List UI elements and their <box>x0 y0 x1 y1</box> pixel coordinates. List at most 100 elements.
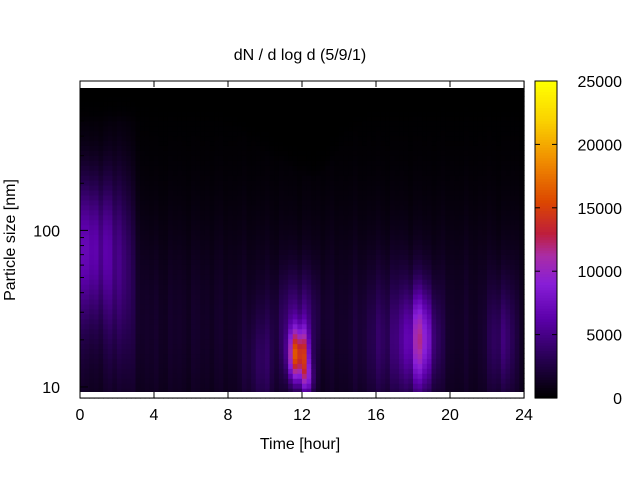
heatmap-cell <box>343 328 349 335</box>
heatmap-cell <box>251 204 257 211</box>
heatmap-cell <box>297 120 303 127</box>
heatmap-cell <box>93 353 100 359</box>
heatmap-cell <box>218 249 224 255</box>
heatmap-cell <box>348 160 354 166</box>
heatmap-cell <box>306 209 312 216</box>
heatmap-cell <box>103 274 109 280</box>
heatmap-cell <box>200 303 206 310</box>
heatmap-cell <box>163 303 169 310</box>
heatmap-cell <box>209 130 215 137</box>
heatmap-cell <box>334 293 340 300</box>
heatmap-cell <box>89 308 95 315</box>
heatmap-cell <box>302 234 308 241</box>
heatmap-cell <box>107 279 113 285</box>
heatmap-cell <box>357 274 363 280</box>
heatmap-cell <box>158 175 164 181</box>
heatmap-cell <box>103 338 109 345</box>
heatmap-cell <box>422 209 428 216</box>
heatmap-cell <box>200 170 206 176</box>
heatmap-cell <box>232 274 238 280</box>
heatmap-cell <box>339 219 345 226</box>
heatmap-cell <box>320 110 326 117</box>
heatmap-cell <box>371 244 377 250</box>
heatmap-cell <box>186 95 192 102</box>
heatmap-cell <box>371 140 377 146</box>
heatmap-cell <box>223 175 229 181</box>
heatmap-cell <box>297 150 303 156</box>
heatmap-cell <box>366 209 372 216</box>
heatmap-cell <box>126 130 132 137</box>
heatmap-cell <box>204 368 211 374</box>
heatmap-cell <box>167 140 174 146</box>
heatmap-cell <box>325 383 331 389</box>
heatmap-cell <box>399 259 405 265</box>
heatmap-cell <box>241 90 248 97</box>
heatmap-cell <box>431 303 437 310</box>
heatmap-cell <box>352 140 359 146</box>
heatmap-cell <box>251 95 257 102</box>
heatmap-cell <box>237 224 243 231</box>
heatmap-cell <box>255 155 261 161</box>
heatmap-cell <box>278 378 285 384</box>
heatmap-cell <box>237 204 243 211</box>
heatmap-cell <box>181 175 187 181</box>
heatmap-cell <box>204 229 211 236</box>
heatmap-cell <box>107 313 113 320</box>
heatmap-cell <box>297 165 303 171</box>
heatmap-cell <box>84 115 90 122</box>
heatmap-cell <box>117 348 123 355</box>
heatmap-cell <box>362 254 368 260</box>
heatmap-cell <box>380 224 386 231</box>
heatmap-cell <box>334 209 340 216</box>
heatmap-cell <box>352 368 359 374</box>
heatmap-cell <box>426 313 433 320</box>
heatmap-cell <box>255 130 261 137</box>
heatmap-cell <box>121 338 127 345</box>
heatmap-cell <box>385 279 391 285</box>
heatmap-cell <box>334 383 340 389</box>
heatmap-cell <box>431 254 437 260</box>
heatmap-cell <box>218 194 224 201</box>
heatmap-cell <box>204 279 211 285</box>
heatmap-cell <box>195 185 201 191</box>
heatmap-cell <box>325 229 331 236</box>
heatmap-cell <box>251 120 257 127</box>
heatmap-cell <box>288 249 294 255</box>
heatmap-cell <box>325 135 331 142</box>
heatmap-cell <box>403 289 409 295</box>
heatmap-cell <box>371 125 377 132</box>
heatmap-cell <box>311 293 317 300</box>
heatmap-cell <box>436 105 442 112</box>
heatmap-cell <box>278 105 285 112</box>
heatmap-cell <box>181 313 187 320</box>
heatmap-cell <box>343 388 349 394</box>
heatmap-cell <box>117 313 123 320</box>
heatmap-cell <box>223 160 229 166</box>
heatmap-cell <box>149 293 155 300</box>
heatmap-cell <box>255 279 261 285</box>
heatmap-cell <box>154 145 160 151</box>
heatmap-cell <box>371 239 377 246</box>
heatmap-cell <box>121 308 127 315</box>
heatmap-cell <box>417 279 423 285</box>
heatmap-cell <box>93 328 100 335</box>
heatmap-cell <box>80 229 86 236</box>
heatmap-cell <box>389 170 396 176</box>
heatmap-cell <box>302 293 308 300</box>
heatmap-cell <box>288 363 294 369</box>
heatmap-cell <box>357 353 363 359</box>
heatmap-cell <box>426 234 433 241</box>
heatmap-cell <box>436 175 442 181</box>
heatmap-cell <box>241 194 248 201</box>
heatmap-cell <box>84 348 90 355</box>
heatmap-cell <box>84 145 90 151</box>
heatmap-cell <box>241 308 248 315</box>
heatmap-cell <box>302 308 308 315</box>
heatmap-cell <box>311 105 317 112</box>
heatmap-cell <box>315 234 322 241</box>
heatmap-cell <box>167 209 174 216</box>
heatmap-cell <box>103 115 109 122</box>
heatmap-cell <box>107 204 113 211</box>
heatmap-cell <box>329 254 335 260</box>
heatmap-cell <box>126 189 132 196</box>
